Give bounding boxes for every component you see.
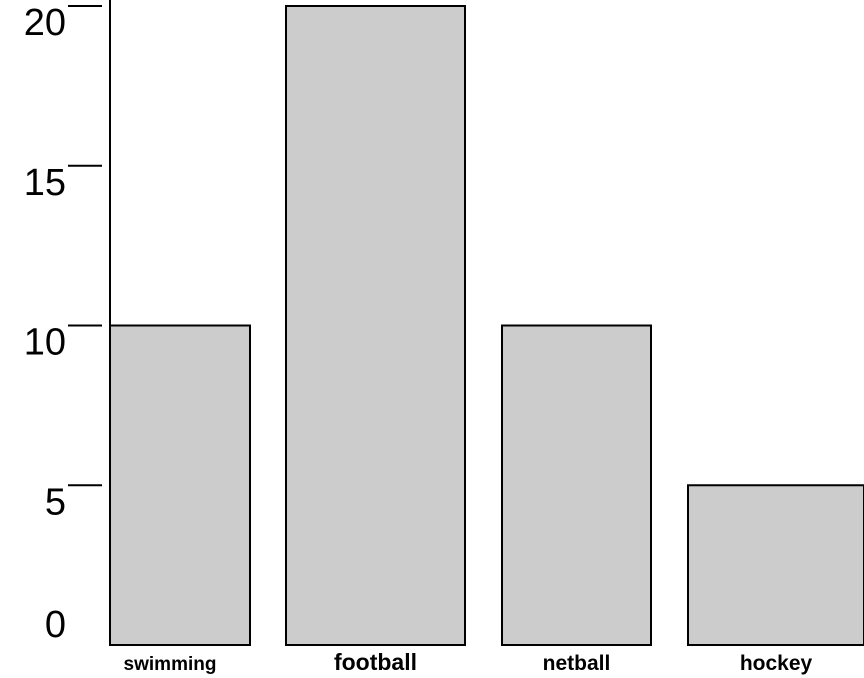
x-category-labels-group: swimming football netball hockey bbox=[124, 649, 813, 675]
bar-football bbox=[285, 5, 466, 646]
y-ticks-group: 0 5 10 15 20 bbox=[24, 2, 102, 646]
bar-swimming bbox=[109, 324, 251, 646]
y-tick-label-5: 5 bbox=[45, 481, 66, 523]
bar-netball bbox=[501, 324, 652, 646]
y-tick-label-20: 20 bbox=[24, 2, 66, 44]
y-tick-label-0: 0 bbox=[45, 604, 66, 646]
y-tick-label-10: 10 bbox=[24, 322, 66, 364]
bars-group bbox=[109, 5, 864, 646]
x-category-label-netball: netball bbox=[543, 652, 611, 675]
x-category-label-football: football bbox=[334, 649, 417, 675]
bar-hockey bbox=[687, 484, 864, 646]
y-tick-label-15: 15 bbox=[24, 162, 66, 204]
x-category-label-swimming: swimming bbox=[124, 654, 217, 675]
x-category-label-hockey: hockey bbox=[740, 652, 813, 675]
